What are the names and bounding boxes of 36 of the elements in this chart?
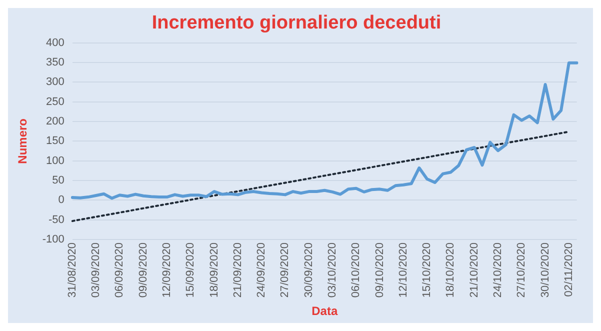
y-tick-label: 150 bbox=[46, 135, 64, 148]
y-tick-label: -50 bbox=[48, 214, 64, 226]
x-tick-label: 12/09/2020 bbox=[161, 242, 174, 298]
x-tick-label: 06/09/2020 bbox=[114, 242, 126, 298]
x-tick-label: 30/10/2020 bbox=[539, 242, 552, 298]
y-tick-label: 400 bbox=[46, 36, 64, 49]
x-tick-label: 24/10/2020 bbox=[492, 242, 504, 298]
x-tick-label: 21/10/2020 bbox=[468, 242, 480, 298]
x-tick-label: 21/09/2020 bbox=[232, 242, 244, 298]
x-tick-label: 27/10/2020 bbox=[516, 242, 528, 298]
y-tick-label: 100 bbox=[46, 154, 64, 167]
x-tick-label: 03/10/2020 bbox=[326, 242, 339, 298]
x-tick-label: 09/09/2020 bbox=[137, 242, 150, 298]
y-tick-label: -100 bbox=[42, 234, 64, 246]
x-tick-label: 30/09/2020 bbox=[302, 242, 315, 298]
x-tick-label: 02/11/2020 bbox=[562, 242, 575, 297]
y-axis-title: Numero bbox=[16, 118, 30, 164]
x-tick-label: 12/10/2020 bbox=[397, 242, 410, 298]
y-tick-label: 0 bbox=[58, 194, 64, 206]
x-tick-label: 06/10/2020 bbox=[350, 242, 362, 298]
x-tick-label: 09/10/2020 bbox=[374, 242, 386, 298]
y-tick-label: 300 bbox=[46, 76, 64, 88]
y-tick-label: 350 bbox=[46, 56, 64, 69]
y-tick-label: 50 bbox=[52, 174, 64, 187]
x-tick-label: 18/10/2020 bbox=[444, 242, 457, 298]
x-tick-label: 15/10/2020 bbox=[421, 242, 434, 298]
x-tick-label: 24/09/2020 bbox=[256, 242, 268, 298]
y-tick-label: 250 bbox=[46, 96, 64, 108]
chart-title: Incremento giornaliero deceduti bbox=[152, 12, 442, 34]
x-tick-label: 18/09/2020 bbox=[208, 242, 220, 298]
x-tick-label: 15/09/2020 bbox=[184, 242, 197, 298]
y-tick-label: 200 bbox=[46, 116, 64, 128]
x-tick-label: 27/09/2020 bbox=[279, 242, 292, 298]
x-axis-title: Data bbox=[312, 304, 338, 318]
x-tick-label: 03/09/2020 bbox=[90, 242, 102, 298]
x-tick-label: 31/08/2020 bbox=[66, 242, 78, 298]
